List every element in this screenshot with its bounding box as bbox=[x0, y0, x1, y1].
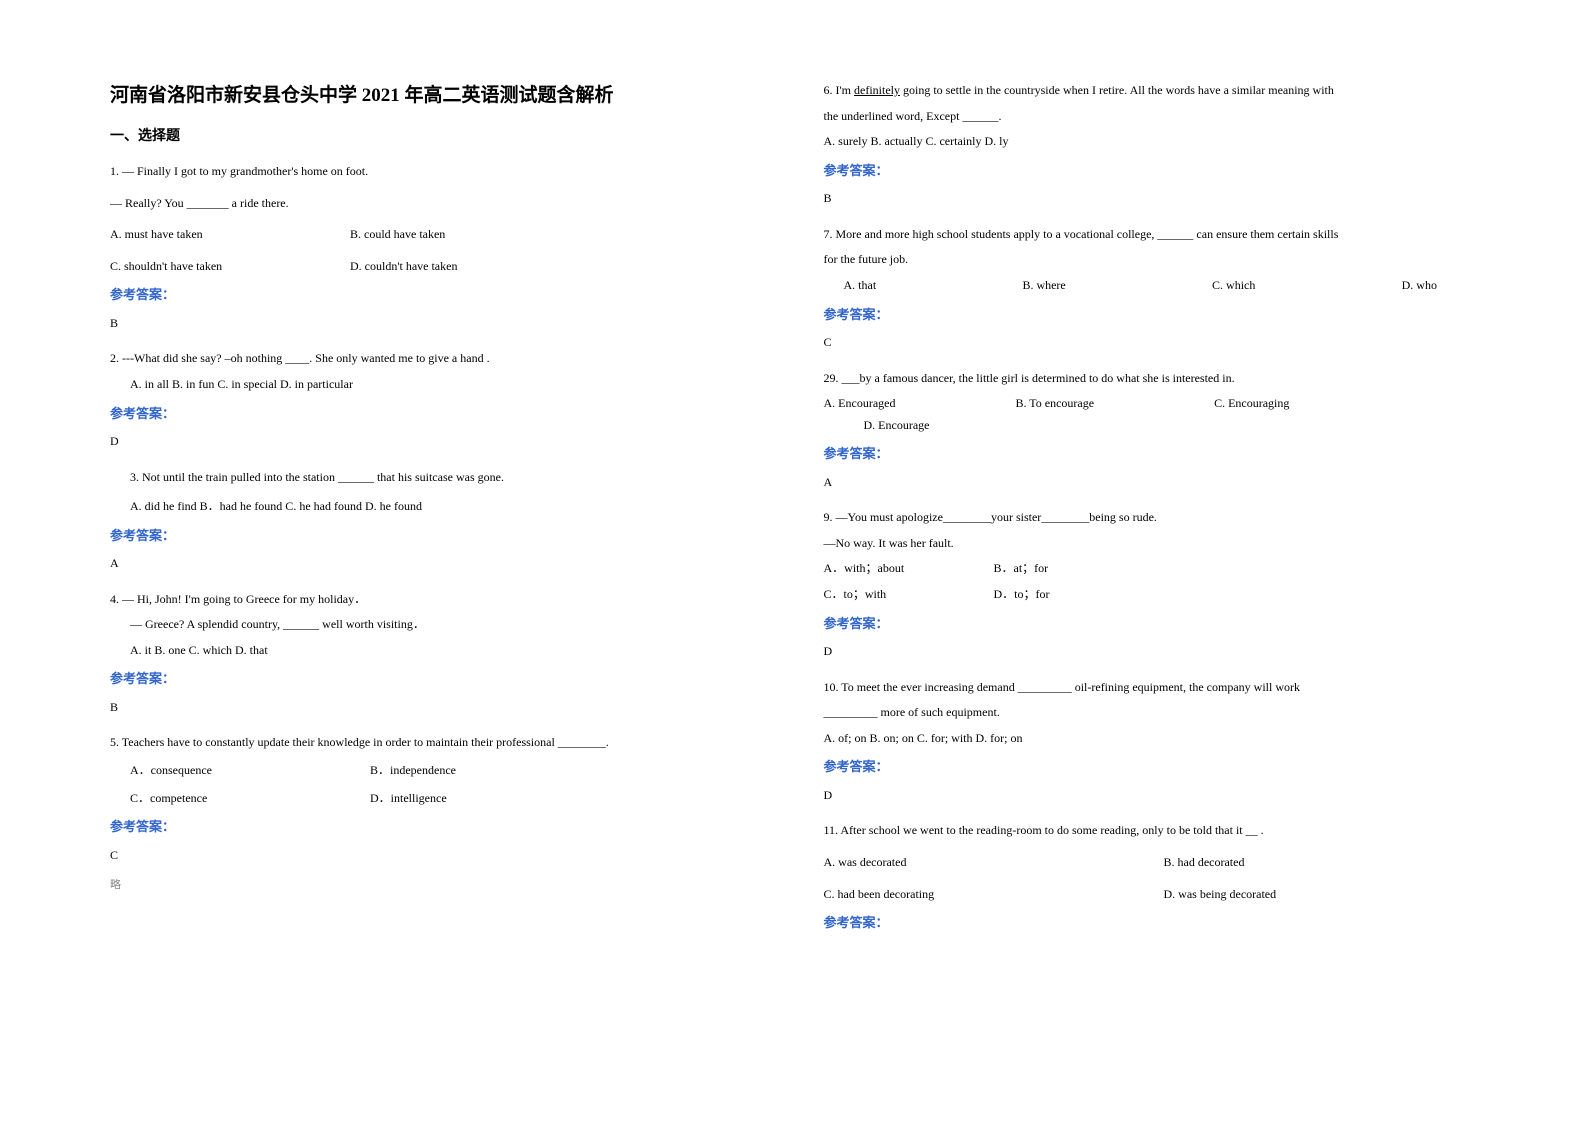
q11-answer-label: 参考答案： bbox=[824, 911, 1478, 934]
q3-answer: A bbox=[110, 553, 764, 575]
question-11: 11. After school we went to the reading-… bbox=[824, 820, 1478, 934]
q5-optA: A．consequence bbox=[130, 760, 330, 782]
q10-line2: _________ more of such equipment. bbox=[824, 702, 1478, 724]
q4-line1: 4. — Hi, John! I'm going to Greece for m… bbox=[110, 589, 764, 611]
q8-optD: D. Encourage bbox=[824, 415, 1478, 437]
q2-options: A. in all B. in fun C. in special D. in … bbox=[110, 374, 764, 396]
question-7: 7. More and more high school students ap… bbox=[824, 224, 1478, 354]
q11-optB: B. had decorated bbox=[1164, 852, 1245, 874]
q7-line1: 7. More and more high school students ap… bbox=[824, 224, 1478, 246]
q9-line1: 9. —You must apologize________your siste… bbox=[824, 507, 1478, 529]
question-6: 6. I'm definitely going to settle in the… bbox=[824, 80, 1478, 210]
q7-answer-label: 参考答案： bbox=[824, 303, 1478, 326]
q5-optD: D．intelligence bbox=[370, 788, 447, 810]
question-5: 5. Teachers have to constantly update th… bbox=[110, 732, 764, 896]
q9-optA: A．with；about bbox=[824, 558, 954, 580]
q6-post: going to settle in the countryside when … bbox=[900, 83, 1334, 97]
q4-answer-label: 参考答案： bbox=[110, 667, 764, 690]
question-4: 4. — Hi, John! I'm going to Greece for m… bbox=[110, 589, 764, 719]
q8-answer-label: 参考答案： bbox=[824, 442, 1478, 465]
q8-optA: A. Encouraged bbox=[824, 393, 896, 415]
q7-options: A. that B. where C. which D. who bbox=[824, 275, 1478, 297]
q11-optA: A. was decorated bbox=[824, 852, 1124, 874]
q4-answer: B bbox=[110, 697, 764, 719]
q6-answer-label: 参考答案： bbox=[824, 159, 1478, 182]
q1-line1: 1. — Finally I got to my grandmother's h… bbox=[110, 161, 764, 183]
left-column: 河南省洛阳市新安县仓头中学 2021 年高二英语测试题含解析 一、选择题 1. … bbox=[95, 80, 794, 1042]
q7-answer: C bbox=[824, 332, 1478, 354]
q11-optD: D. was being decorated bbox=[1164, 884, 1277, 906]
q4-line2: — Greece? A splendid country, ______ wel… bbox=[110, 614, 764, 636]
q9-answer-label: 参考答案： bbox=[824, 612, 1478, 635]
q6-line1: 6. I'm definitely going to settle in the… bbox=[824, 80, 1478, 102]
q2-text: 2. ---What did she say? –oh nothing ____… bbox=[110, 348, 764, 370]
q9-optD: D．to；for bbox=[994, 584, 1050, 606]
question-10: 10. To meet the ever increasing demand _… bbox=[824, 677, 1478, 807]
q10-options: A. of; on B. on; on C. for; with D. for;… bbox=[824, 728, 1478, 750]
q9-answer: D bbox=[824, 641, 1478, 663]
q5-optB: B．independence bbox=[370, 760, 456, 782]
q1-answer: B bbox=[110, 313, 764, 335]
q1-line2: — Really? You _______ a ride there. bbox=[110, 193, 764, 215]
q1-optD: D. couldn't have taken bbox=[350, 256, 457, 278]
q4-options: A. it B. one C. which D. that bbox=[110, 640, 764, 662]
right-column: 6. I'm definitely going to settle in the… bbox=[794, 80, 1493, 1042]
q6-pre: 6. I'm bbox=[824, 83, 855, 97]
q1-optC: C. shouldn't have taken bbox=[110, 256, 310, 278]
q11-optC: C. had been decorating bbox=[824, 884, 1124, 906]
q5-answer-label: 参考答案： bbox=[110, 815, 764, 838]
q10-answer-label: 参考答案： bbox=[824, 755, 1478, 778]
question-2: 2. ---What did she say? –oh nothing ____… bbox=[110, 348, 764, 452]
question-1: 1. — Finally I got to my grandmother's h… bbox=[110, 161, 764, 334]
q10-line1: 10. To meet the ever increasing demand _… bbox=[824, 677, 1478, 699]
section-header: 一、选择题 bbox=[110, 125, 764, 145]
q9-optC: C．to；with bbox=[824, 584, 954, 606]
q8-answer: A bbox=[824, 472, 1478, 494]
q8-text: 29. ___by a famous dancer, the little gi… bbox=[824, 368, 1478, 390]
question-8: 29. ___by a famous dancer, the little gi… bbox=[824, 368, 1478, 494]
q6-options: A. surely B. actually C. certainly D. ly bbox=[824, 131, 1478, 153]
page-title: 河南省洛阳市新安县仓头中学 2021 年高二英语测试题含解析 bbox=[110, 80, 764, 107]
q1-answer-label: 参考答案： bbox=[110, 283, 764, 306]
q5-optC: C．competence bbox=[130, 788, 330, 810]
q5-text: 5. Teachers have to constantly update th… bbox=[110, 732, 764, 754]
q1-optB: B. could have taken bbox=[350, 224, 445, 246]
q10-answer: D bbox=[824, 785, 1478, 807]
q2-answer-label: 参考答案： bbox=[110, 402, 764, 425]
q1-optA: A. must have taken bbox=[110, 224, 310, 246]
q11-text: 11. After school we went to the reading-… bbox=[824, 820, 1478, 842]
q8-optB: B. To encourage bbox=[1015, 393, 1094, 415]
q5-skip: 略 bbox=[110, 876, 764, 896]
q7-optD: D. who bbox=[1402, 275, 1437, 297]
q7-optB: B. where bbox=[1022, 275, 1065, 297]
q5-answer: C bbox=[110, 845, 764, 867]
question-9: 9. —You must apologize________your siste… bbox=[824, 507, 1478, 662]
q6-underlined: definitely bbox=[854, 83, 900, 97]
q8-optC: C. Encouraging bbox=[1214, 393, 1289, 415]
q7-optC: C. which bbox=[1212, 275, 1255, 297]
q7-line2: for the future job. bbox=[824, 249, 1478, 271]
q2-answer: D bbox=[110, 431, 764, 453]
q3-options: A. did he find B．had he found C. he had … bbox=[110, 496, 764, 518]
question-3: 3. Not until the train pulled into the s… bbox=[110, 467, 764, 575]
q3-answer-label: 参考答案： bbox=[110, 524, 764, 547]
q7-optA: A. that bbox=[844, 275, 877, 297]
q9-line2: —No way. It was her fault. bbox=[824, 533, 1478, 555]
q9-optB: B．at；for bbox=[994, 558, 1049, 580]
q3-text: 3. Not until the train pulled into the s… bbox=[110, 467, 764, 489]
q8-options-row1: A. Encouraged B. To encourage C. Encoura… bbox=[824, 393, 1478, 415]
q6-line2: the underlined word, Except ______. bbox=[824, 106, 1478, 128]
q6-answer: B bbox=[824, 188, 1478, 210]
